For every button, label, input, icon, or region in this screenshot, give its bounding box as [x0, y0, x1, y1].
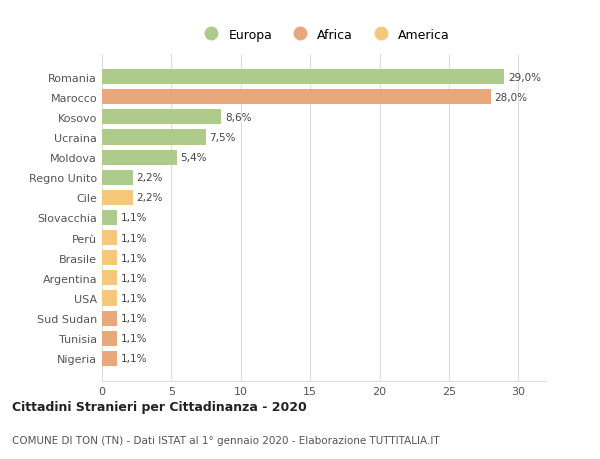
Bar	[102, 211, 117, 225]
Text: 1,1%: 1,1%	[121, 293, 147, 303]
Text: 1,1%: 1,1%	[121, 273, 147, 283]
Bar	[102, 291, 117, 306]
Text: 5,4%: 5,4%	[181, 153, 207, 163]
Bar	[102, 251, 117, 266]
Text: 1,1%: 1,1%	[121, 233, 147, 243]
Bar	[102, 351, 117, 366]
Text: 7,5%: 7,5%	[209, 133, 236, 143]
Text: 8,6%: 8,6%	[225, 112, 251, 123]
Bar	[102, 190, 133, 206]
Bar	[102, 311, 117, 326]
Text: 2,2%: 2,2%	[136, 193, 163, 203]
Text: COMUNE DI TON (TN) - Dati ISTAT al 1° gennaio 2020 - Elaborazione TUTTITALIA.IT: COMUNE DI TON (TN) - Dati ISTAT al 1° ge…	[12, 435, 440, 445]
Bar	[102, 130, 206, 145]
Bar	[102, 230, 117, 246]
Bar	[102, 331, 117, 346]
Text: 1,1%: 1,1%	[121, 313, 147, 324]
Bar	[102, 90, 491, 105]
Bar	[102, 271, 117, 286]
Bar	[102, 70, 505, 85]
Text: 1,1%: 1,1%	[121, 334, 147, 343]
Text: 1,1%: 1,1%	[121, 253, 147, 263]
Text: 1,1%: 1,1%	[121, 353, 147, 364]
Text: 29,0%: 29,0%	[508, 73, 541, 83]
Bar	[102, 150, 177, 165]
Legend: Europa, Africa, America: Europa, Africa, America	[198, 29, 450, 42]
Text: 28,0%: 28,0%	[494, 93, 527, 102]
Text: 2,2%: 2,2%	[136, 173, 163, 183]
Bar	[102, 170, 133, 185]
Bar	[102, 110, 221, 125]
Text: Cittadini Stranieri per Cittadinanza - 2020: Cittadini Stranieri per Cittadinanza - 2…	[12, 400, 307, 413]
Text: 1,1%: 1,1%	[121, 213, 147, 223]
